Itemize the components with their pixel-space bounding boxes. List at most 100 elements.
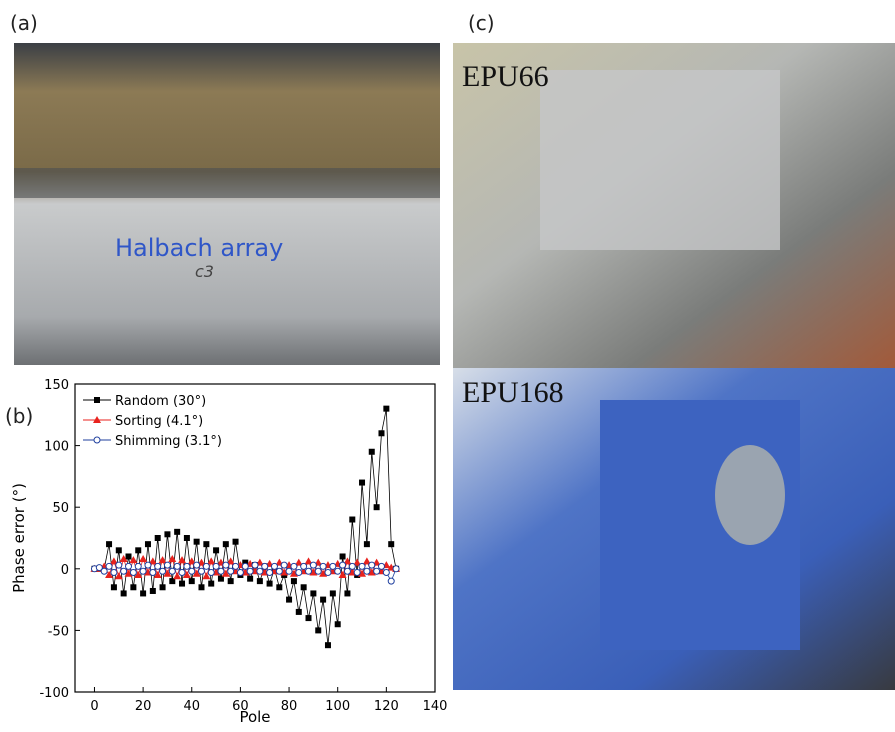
photo-label: EPU66 <box>462 60 549 93</box>
x-tick-label: 80 <box>281 699 298 714</box>
marker <box>262 563 268 569</box>
panel-label: (c) <box>468 11 495 35</box>
marker <box>150 569 156 575</box>
marker <box>310 590 316 596</box>
marker <box>184 535 190 541</box>
marker <box>325 569 331 575</box>
x-axis-label: Pole <box>239 708 270 726</box>
marker <box>267 569 273 575</box>
marker <box>252 562 258 568</box>
marker <box>320 563 326 569</box>
marker <box>383 569 389 575</box>
photo-label: EPU168 <box>462 376 564 409</box>
x-tick-label: 20 <box>135 699 152 714</box>
marker <box>393 566 399 572</box>
marker <box>271 563 277 569</box>
marker <box>101 568 107 574</box>
marker <box>330 590 336 596</box>
marker <box>198 584 204 590</box>
marker <box>208 569 214 575</box>
marker <box>145 541 151 547</box>
photo-c: EPU66 EPU168 <box>453 43 895 690</box>
marker <box>189 568 195 574</box>
marker <box>174 563 180 569</box>
marker <box>94 437 100 443</box>
photo-a: Halbach array c3 <box>14 43 440 365</box>
x-tick-label: 40 <box>183 699 200 714</box>
marker <box>301 584 307 590</box>
marker <box>203 563 209 569</box>
marker <box>247 576 253 582</box>
marker <box>276 568 282 574</box>
x-tick-label: 100 <box>325 699 350 714</box>
legend-label: Random (30°) <box>115 394 206 409</box>
marker <box>359 563 365 569</box>
marker <box>218 568 224 574</box>
marker <box>194 562 200 568</box>
marker <box>121 568 127 574</box>
marker <box>106 541 112 547</box>
marker <box>364 541 370 547</box>
y-tick-label: 0 <box>61 563 69 578</box>
y-tick-label: 100 <box>44 440 69 455</box>
y-tick-label: 50 <box>52 501 69 516</box>
marker <box>301 563 307 569</box>
marker <box>369 449 375 455</box>
marker <box>306 615 312 621</box>
marker <box>296 569 302 575</box>
marker <box>150 588 156 594</box>
marker <box>286 597 292 603</box>
marker <box>139 555 147 562</box>
marker <box>140 590 146 596</box>
marker <box>242 563 248 569</box>
marker <box>267 581 273 587</box>
marker <box>145 562 151 568</box>
marker <box>213 563 219 569</box>
marker <box>257 578 263 584</box>
marker <box>388 578 394 584</box>
marker <box>116 562 122 568</box>
x-tick-label: 140 <box>423 699 448 714</box>
marker <box>349 517 355 523</box>
y-tick-label: 150 <box>44 378 69 393</box>
plot-frame <box>75 384 435 692</box>
marker <box>310 562 316 568</box>
marker <box>228 568 234 574</box>
marker <box>233 539 239 545</box>
marker <box>296 609 302 615</box>
marker <box>164 531 170 537</box>
panel-label: (a) <box>10 11 38 35</box>
marker <box>203 541 209 547</box>
marker <box>179 569 185 575</box>
marker <box>223 541 229 547</box>
marker <box>174 529 180 535</box>
marker <box>233 563 239 569</box>
x-tick-label: 0 <box>90 699 98 714</box>
y-tick-label: -50 <box>48 624 69 639</box>
marker <box>364 568 370 574</box>
marker <box>126 563 132 569</box>
marker <box>349 563 355 569</box>
marker <box>155 563 161 569</box>
marker <box>374 504 380 510</box>
marker <box>306 568 312 574</box>
marker <box>383 406 389 412</box>
marker <box>320 597 326 603</box>
marker <box>169 568 175 574</box>
figure: Halbach array c3 EPU66 EPU168 (a) (b) (c… <box>0 0 895 728</box>
marker <box>344 568 350 574</box>
marker <box>276 584 282 590</box>
marker <box>135 547 141 553</box>
panel-label: (b) <box>5 404 33 428</box>
marker <box>94 397 100 403</box>
marker <box>344 590 350 596</box>
marker <box>155 535 161 541</box>
marker <box>140 568 146 574</box>
marker <box>160 584 166 590</box>
marker <box>335 621 341 627</box>
marker <box>237 569 243 575</box>
marker <box>121 590 127 596</box>
marker <box>126 553 132 559</box>
marker <box>388 541 394 547</box>
